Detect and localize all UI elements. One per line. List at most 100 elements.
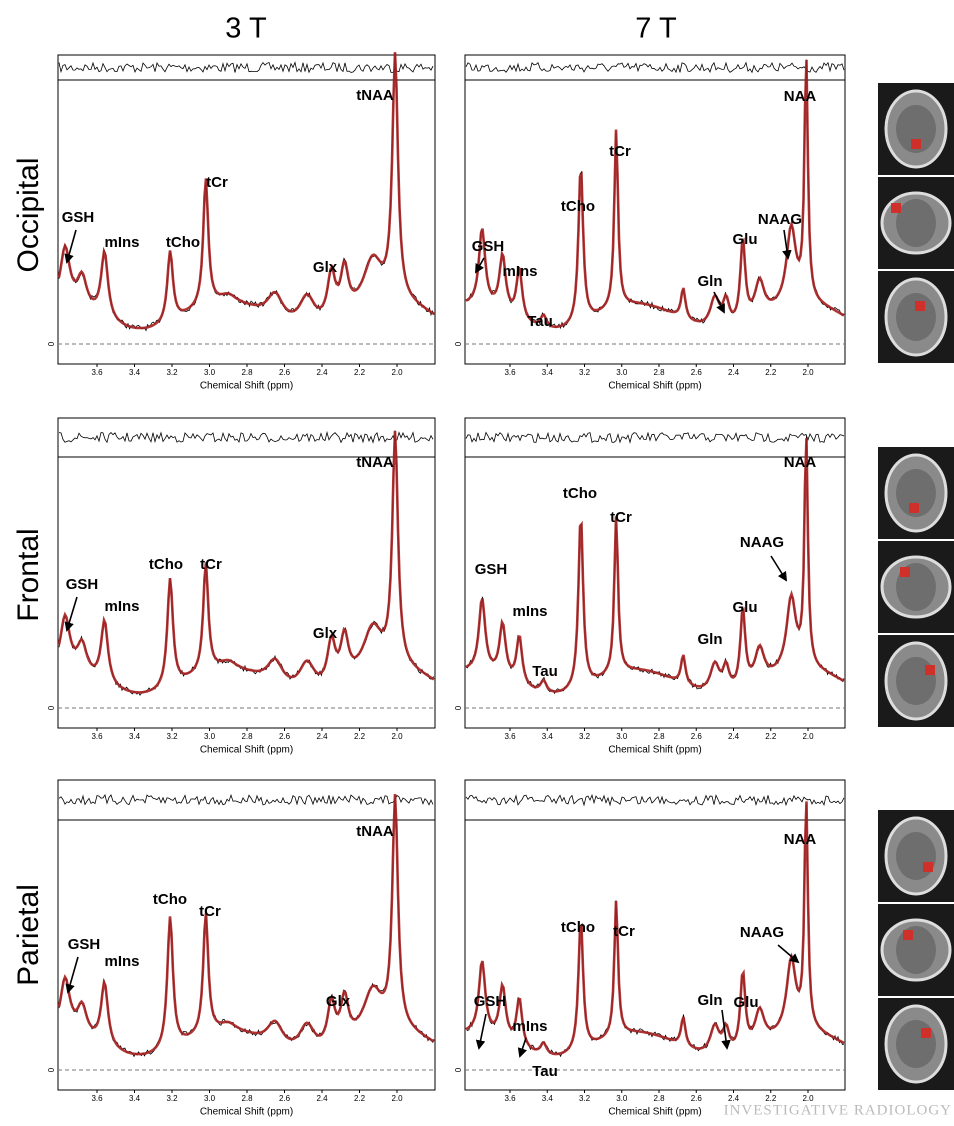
peak-arrow: [778, 945, 798, 962]
x-tick-label: 2.4: [728, 368, 740, 377]
x-tick-label: 2.6: [691, 1094, 703, 1103]
x-tick-label: 3.4: [542, 368, 554, 377]
x-tick-label: 2.6: [279, 1094, 291, 1103]
peak-label: tCr: [609, 143, 631, 160]
peak-label: NAAG: [740, 924, 784, 941]
peak-label: Tau: [532, 663, 558, 680]
region-label: Occipital: [12, 157, 45, 272]
x-tick-label: 2.8: [653, 1094, 665, 1103]
peak-arrow: [68, 957, 78, 992]
peak-label: tNAA: [356, 454, 394, 471]
peak-label: tCr: [206, 174, 228, 191]
baseline-label: 0: [47, 341, 56, 346]
peak-label: NAA: [784, 454, 817, 471]
peak-label: Tau: [527, 313, 553, 330]
peak-label: tCho: [153, 891, 187, 908]
x-tick-label: 2.8: [241, 1094, 253, 1103]
peak-label: NAA: [784, 88, 817, 105]
peak-label: tCho: [561, 198, 595, 215]
x-tick-label: 2.6: [279, 732, 291, 741]
peak-label: mIns: [512, 603, 547, 620]
mri-detail: [896, 657, 936, 705]
peak-label: Gln: [698, 273, 723, 290]
peak-label: tCho: [563, 485, 597, 502]
x-tick-label: 2.0: [802, 732, 814, 741]
x-tick-label: 2.4: [728, 732, 740, 741]
voxel: [921, 1028, 931, 1038]
x-tick-label: 2.8: [241, 732, 253, 741]
voxel: [900, 567, 910, 577]
mri-detail: [896, 293, 936, 341]
spectrum-box: [58, 457, 435, 728]
residual-box: [58, 780, 435, 820]
x-tick-label: 2.4: [316, 368, 328, 377]
x-tick-label: 2.0: [802, 1094, 814, 1103]
x-tick-label: 3.4: [129, 1094, 141, 1103]
peak-label: GSH: [68, 936, 101, 953]
voxel: [909, 503, 919, 513]
peak-label: mIns: [502, 263, 537, 280]
x-axis-title: Chemical Shift (ppm): [608, 745, 701, 756]
x-tick-label: 2.6: [691, 368, 703, 377]
x-tick-label: 2.2: [765, 368, 777, 377]
x-tick-label: 3.2: [166, 732, 178, 741]
x-tick-label: 2.4: [316, 1094, 328, 1103]
spectrum-fit: [466, 438, 844, 691]
x-tick-label: 3.2: [166, 1094, 178, 1103]
x-tick-label: 3.6: [91, 732, 103, 741]
voxel: [891, 203, 901, 213]
spectrum-box: [58, 80, 435, 364]
voxel: [925, 665, 935, 675]
mri-detail: [896, 1020, 936, 1068]
peak-arrow: [479, 1014, 486, 1048]
x-tick-label: 2.6: [691, 732, 703, 741]
peak-label: Glu: [733, 599, 758, 616]
peak-label: tCho: [149, 556, 183, 573]
x-tick-label: 3.0: [204, 1094, 216, 1103]
peak-label: Tau: [532, 1063, 558, 1080]
x-tick-label: 2.0: [391, 732, 403, 741]
watermark: INVESTIGATIVE RADIOLOGY: [724, 1102, 952, 1118]
residual-line: [59, 63, 433, 73]
peak-label: tCr: [200, 556, 222, 573]
peak-label: Glu: [734, 994, 759, 1011]
x-tick-label: 3.6: [504, 1094, 516, 1103]
peak-label: Gln: [698, 631, 723, 648]
x-tick-label: 3.2: [579, 1094, 591, 1103]
voxel: [923, 862, 933, 872]
x-axis-title: Chemical Shift (ppm): [608, 381, 701, 392]
figure: 3 T 7 T INVESTIGATIVE RADIOLOGY Occipita…: [0, 0, 954, 1121]
column-header: 7 T: [635, 13, 677, 45]
peak-label: Gln: [698, 992, 723, 1009]
x-tick-label: 2.0: [802, 368, 814, 377]
baseline-label: 0: [47, 1067, 56, 1072]
peak-label: tCho: [561, 919, 595, 936]
x-tick-label: 3.4: [542, 1094, 554, 1103]
baseline-label: 0: [454, 341, 463, 346]
x-tick-label: 3.0: [616, 1094, 628, 1103]
x-tick-label: 2.0: [391, 368, 403, 377]
residual-line: [466, 433, 844, 443]
peak-arrow: [67, 597, 77, 630]
x-tick-label: 2.2: [354, 732, 366, 741]
x-axis-title: Chemical Shift (ppm): [608, 1107, 701, 1118]
peak-label: tNAA: [356, 823, 394, 840]
peak-arrow: [771, 556, 786, 580]
x-tick-label: 3.4: [129, 732, 141, 741]
peak-label: Glx: [313, 259, 338, 276]
peak-label: NAAG: [740, 534, 784, 551]
x-tick-label: 3.4: [542, 732, 554, 741]
peak-label: tCr: [199, 903, 221, 920]
peak-label: mIns: [104, 234, 139, 251]
peak-label: tNAA: [356, 87, 394, 104]
x-tick-label: 2.4: [316, 732, 328, 741]
x-axis-title: Chemical Shift (ppm): [200, 745, 293, 756]
peak-label: NAA: [784, 831, 817, 848]
residual-line: [466, 63, 844, 73]
x-tick-label: 3.0: [616, 732, 628, 741]
x-tick-label: 3.2: [579, 732, 591, 741]
peak-label: GSH: [66, 576, 99, 593]
peak-label: mIns: [104, 598, 139, 615]
x-tick-label: 2.8: [241, 368, 253, 377]
x-tick-label: 3.2: [579, 368, 591, 377]
